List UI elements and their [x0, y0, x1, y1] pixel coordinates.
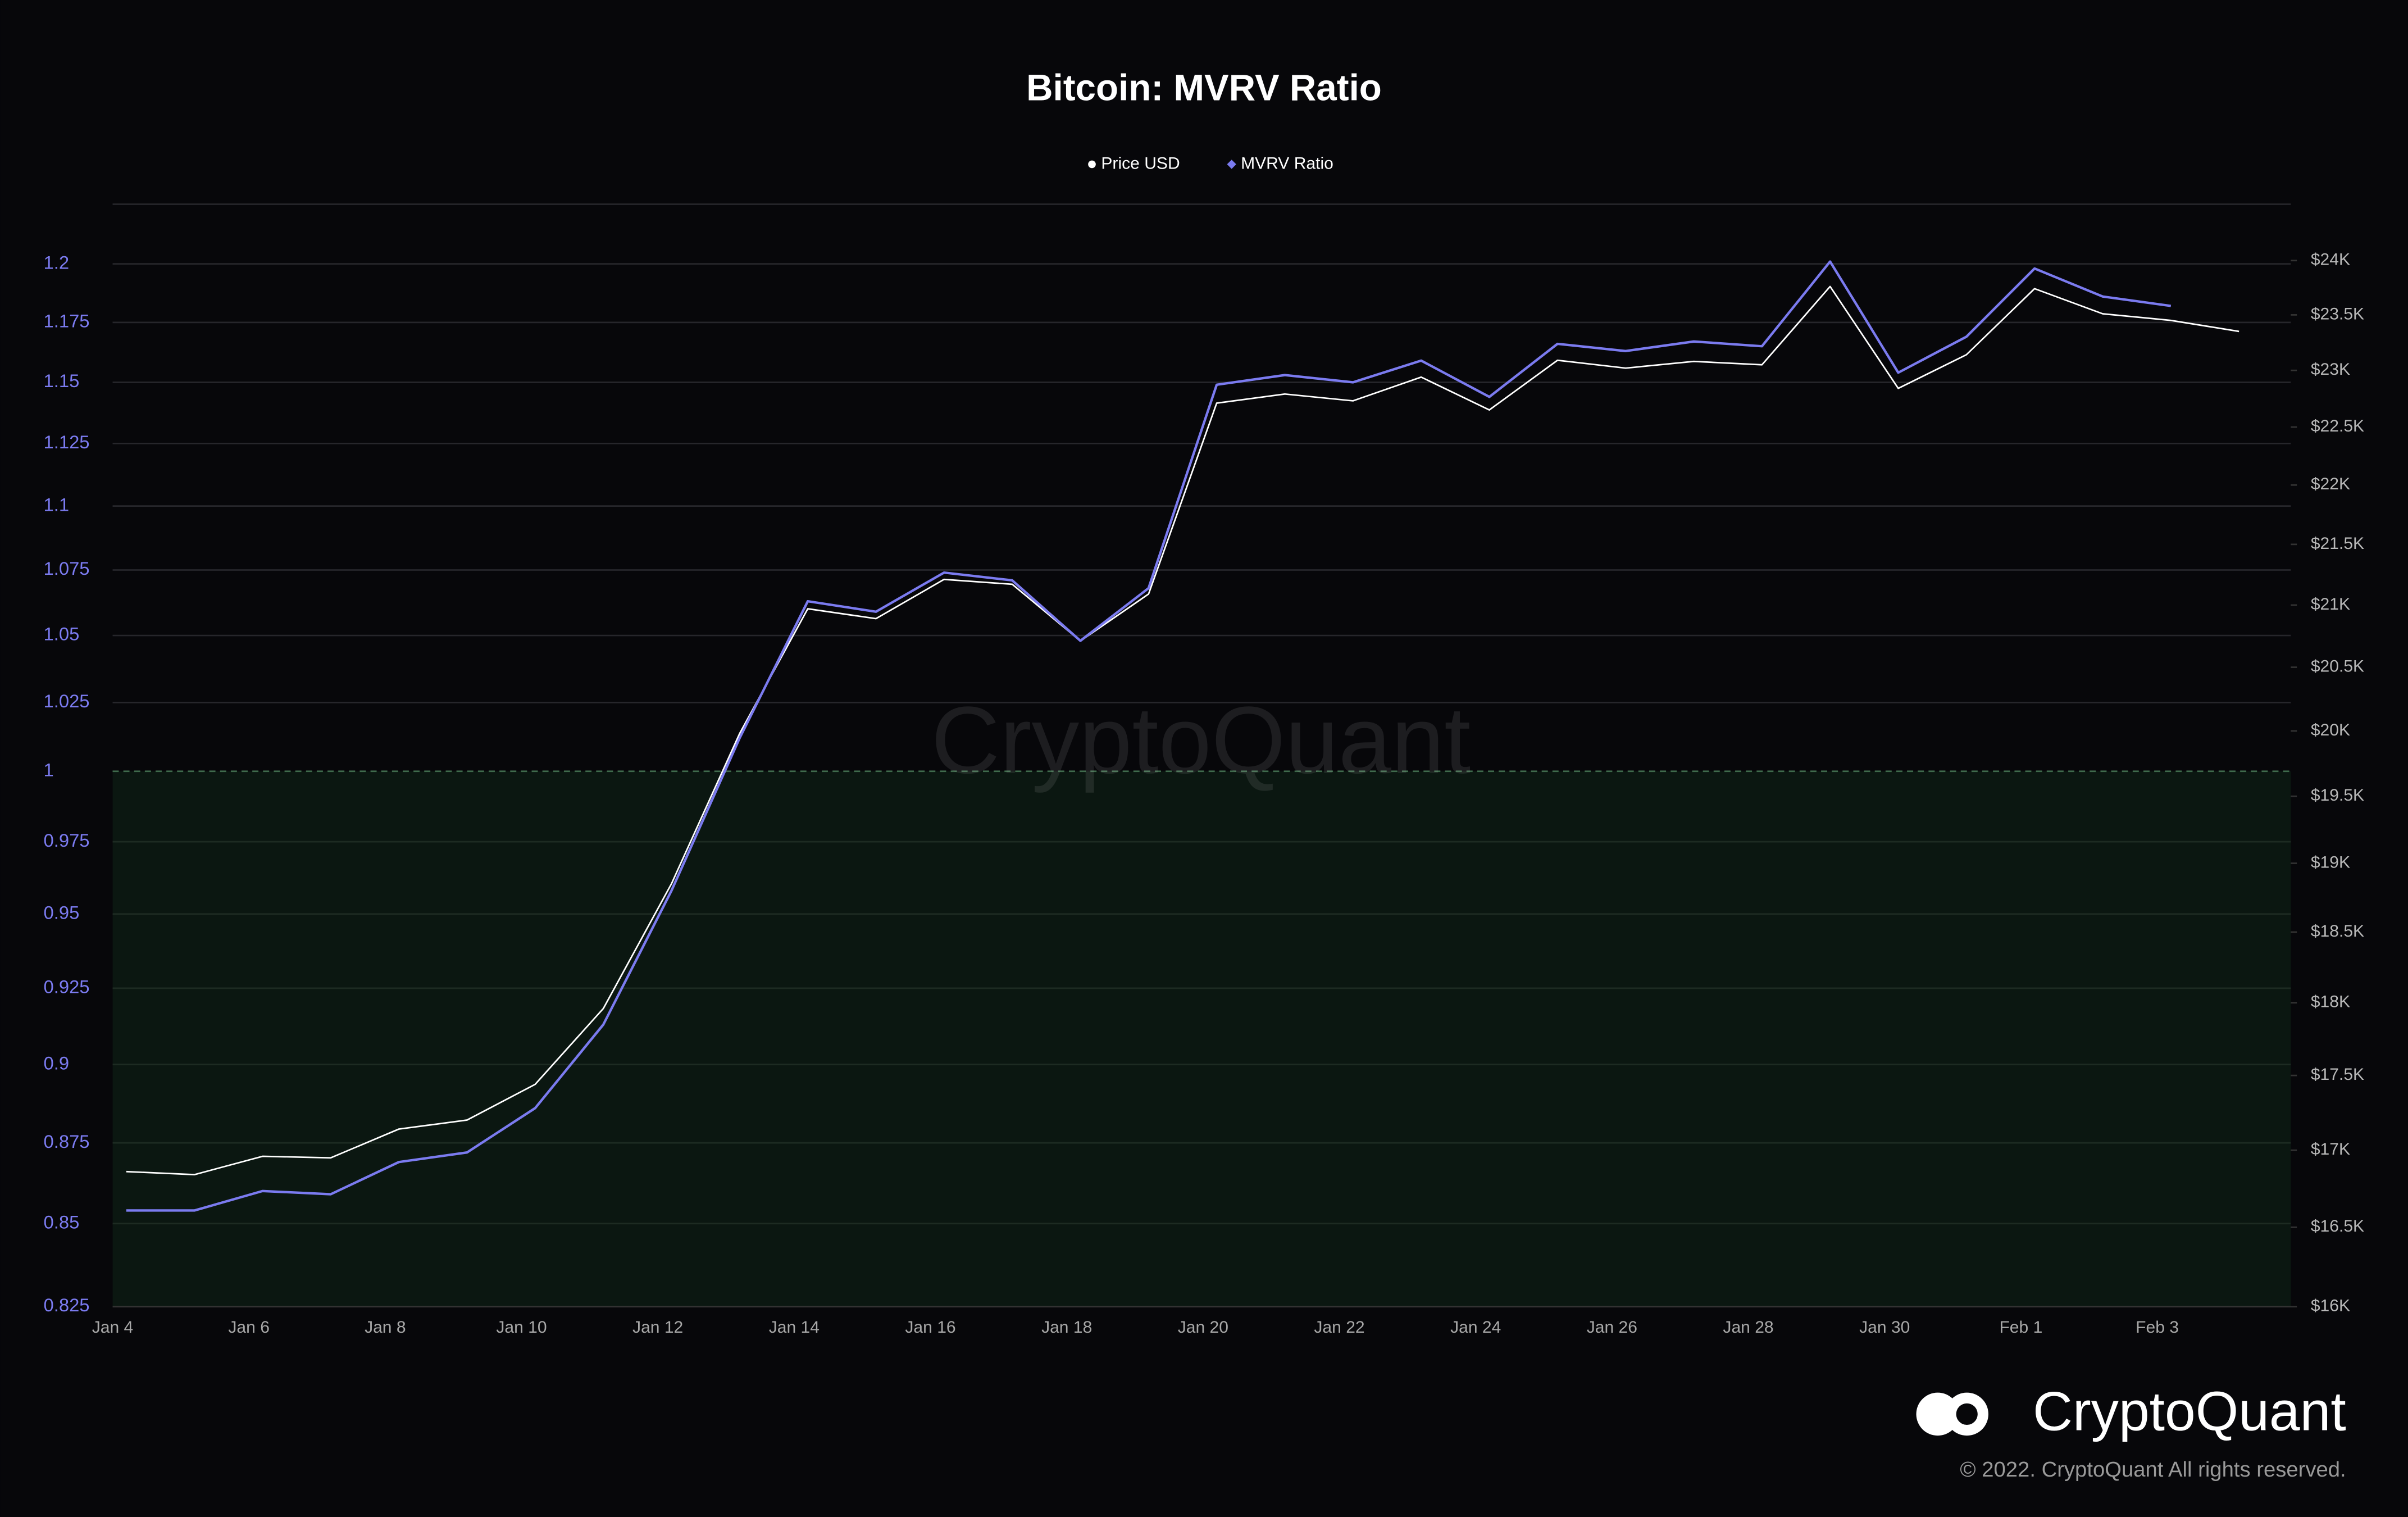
y2-tick-label: $19.5K	[2311, 786, 2364, 805]
x-tick-label: Jan 4	[92, 1318, 134, 1337]
y-tick-label: 1.2	[44, 252, 70, 272]
x-tick-label: Jan 18	[1041, 1318, 1092, 1337]
x-tick-label: Jan 16	[905, 1318, 955, 1337]
y-tick-label: 1.15	[44, 370, 80, 391]
legend-label: Price USD	[1101, 154, 1180, 172]
y2-tick-label: $17K	[2311, 1140, 2350, 1159]
logo-icon	[1956, 1403, 1978, 1425]
x-tick-label: Feb 3	[2136, 1318, 2179, 1337]
y2-tick-label: $17.5K	[2311, 1065, 2364, 1084]
y2-tick-label: $23K	[2311, 360, 2350, 379]
y2-tick-label: $16K	[2311, 1297, 2350, 1315]
y-tick-label: 0.975	[44, 830, 90, 851]
copyright: © 2022. CryptoQuant All rights reserved.	[1960, 1457, 2346, 1482]
y-tick-label: 1.075	[44, 558, 90, 579]
y2-tick-label: $18K	[2311, 993, 2350, 1011]
y-tick-label: 0.9	[44, 1052, 70, 1073]
y-tick-label: 1.125	[44, 432, 90, 452]
x-tick-label: Jan 22	[1314, 1318, 1364, 1337]
legend-marker	[1227, 160, 1236, 169]
legend-marker	[1088, 160, 1096, 169]
y2-tick-label: $22.5K	[2311, 417, 2364, 435]
y2-tick-label: $23.5K	[2311, 305, 2364, 323]
x-tick-label: Jan 26	[1587, 1318, 1637, 1337]
x-tick-label: Jan 24	[1450, 1318, 1501, 1337]
y-tick-label: 1	[44, 759, 54, 780]
watermark: CryptoQuant	[931, 687, 1471, 793]
y-tick-label: 0.925	[44, 976, 90, 997]
legend-label: MVRV Ratio	[1241, 154, 1333, 172]
y2-tick-label: $22K	[2311, 475, 2350, 493]
y2-tick-label: $21.5K	[2311, 534, 2364, 553]
series-line	[126, 260, 2172, 1212]
brand-logo	[1916, 1392, 1988, 1436]
y-tick-label: 1.175	[44, 311, 90, 331]
x-tick-label: Jan 12	[632, 1318, 683, 1337]
y-tick-label: 1.05	[44, 624, 80, 644]
y-tick-label: 0.825	[44, 1295, 90, 1315]
y-tick-label: 1.1	[44, 494, 70, 515]
x-tick-label: Jan 30	[1859, 1318, 1910, 1337]
x-tick-label: Jan 6	[228, 1318, 270, 1337]
y2-tick-label: $20K	[2311, 721, 2350, 739]
x-tick-label: Jan 14	[769, 1318, 820, 1337]
y2-tick-label: $18.5K	[2311, 922, 2364, 941]
y-tick-label: 0.85	[44, 1211, 80, 1232]
x-tick-label: Feb 1	[1999, 1318, 2042, 1337]
y-tick-label: 0.875	[44, 1131, 90, 1152]
x-tick-label: Jan 8	[365, 1318, 406, 1337]
y2-tick-label: $24K	[2311, 251, 2350, 269]
x-tick-label: Jan 28	[1723, 1318, 1773, 1337]
brand-name: CryptoQuant	[2033, 1380, 2346, 1442]
y2-tick-label: $19K	[2311, 853, 2350, 871]
shaded-zone	[112, 771, 2291, 1307]
x-tick-label: Jan 20	[1178, 1318, 1228, 1337]
series-line	[126, 285, 2239, 1176]
y-tick-label: 1.025	[44, 691, 90, 711]
y2-tick-label: $16.5K	[2311, 1217, 2364, 1236]
y2-tick-label: $20.5K	[2311, 657, 2364, 676]
y-tick-label: 0.95	[44, 902, 80, 923]
x-tick-label: Jan 10	[496, 1318, 547, 1337]
y2-tick-label: $21K	[2311, 595, 2350, 614]
chart-title: Bitcoin: MVRV Ratio	[1026, 67, 1382, 108]
